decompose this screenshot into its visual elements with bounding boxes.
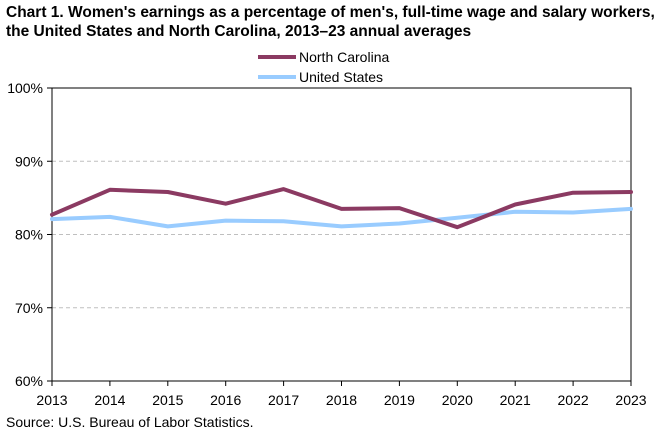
chart-title: Chart 1. Women's earnings as a percentag… [6,4,655,40]
legend: North Carolina United States [258,49,389,85]
x-tick-label: 2017 [268,392,299,408]
y-tick-label: 60% [15,373,43,389]
series-line-united-states [50,206,633,229]
x-tick-label: 2015 [152,392,183,408]
gridlines [52,160,631,309]
series-line-north-carolina [50,187,633,230]
x-tick-label: 2019 [384,392,415,408]
y-tick-label: 100% [7,80,43,96]
x-tick-label: 2022 [558,392,589,408]
x-tick-label: 2020 [442,392,473,408]
legend-label: United States [299,69,383,85]
series-lines [50,187,633,230]
x-tick-label: 2013 [36,392,67,408]
x-tick-label: 2018 [326,392,357,408]
chart-source: Source: U.S. Bureau of Labor Statistics. [6,414,254,430]
y-tick-label: 70% [15,300,43,316]
y-axis: 60% 70% 80% 90% 100% [7,80,52,389]
y-tick-label: 90% [15,153,43,169]
x-axis: 2013 2014 2015 2016 2017 2018 2019 2020 2021 2022… [36,381,647,408]
x-tick-label: 2016 [210,392,241,408]
x-tick-label: 2014 [94,392,125,408]
x-tick-label: 2021 [500,392,531,408]
y-tick-label: 80% [15,227,43,243]
legend-label: North Carolina [299,49,389,65]
x-tick-label: 2023 [615,392,646,408]
